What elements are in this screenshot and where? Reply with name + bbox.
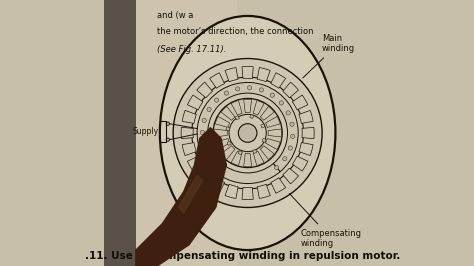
Text: Compensating
winding: Compensating winding (290, 194, 362, 248)
Wedge shape (292, 95, 308, 110)
Circle shape (236, 87, 240, 91)
Wedge shape (299, 143, 313, 156)
Wedge shape (292, 156, 308, 171)
Wedge shape (212, 161, 280, 184)
Wedge shape (302, 127, 314, 139)
Bar (226, 127, 230, 131)
Circle shape (279, 101, 283, 105)
Wedge shape (197, 168, 212, 184)
Circle shape (202, 142, 206, 146)
Bar (227, 141, 231, 146)
Wedge shape (268, 129, 282, 137)
Wedge shape (257, 184, 270, 198)
Wedge shape (225, 68, 238, 82)
Wedge shape (253, 101, 264, 115)
Wedge shape (265, 139, 280, 149)
Circle shape (286, 111, 290, 115)
Circle shape (202, 118, 206, 123)
Text: and (w a: and (w a (157, 11, 193, 20)
Bar (104, 0, 136, 266)
Circle shape (201, 130, 205, 135)
Bar (238, 151, 242, 155)
Wedge shape (215, 139, 230, 149)
Text: Supply: Supply (132, 127, 158, 136)
Circle shape (207, 107, 211, 111)
Circle shape (290, 122, 294, 126)
Wedge shape (210, 73, 225, 88)
Text: (See Fig. 17.11).: (See Fig. 17.11). (157, 45, 227, 54)
Circle shape (288, 146, 292, 150)
Circle shape (291, 134, 295, 138)
Bar (250, 114, 254, 119)
Wedge shape (283, 168, 299, 184)
Text: the motor’s direction, the connection: the motor’s direction, the connection (157, 27, 314, 36)
Ellipse shape (160, 16, 336, 250)
Polygon shape (136, 128, 227, 266)
Circle shape (238, 124, 257, 142)
Wedge shape (271, 73, 286, 88)
Wedge shape (181, 127, 193, 139)
Bar (262, 138, 266, 142)
Circle shape (274, 165, 279, 170)
Wedge shape (244, 153, 252, 167)
Wedge shape (197, 82, 298, 172)
Wedge shape (260, 106, 274, 120)
Bar (237, 0, 370, 266)
Wedge shape (265, 117, 280, 127)
Circle shape (192, 77, 303, 189)
Bar (261, 124, 265, 128)
Circle shape (270, 93, 274, 97)
Text: Main
winding: Main winding (303, 34, 355, 78)
Wedge shape (271, 178, 286, 193)
Circle shape (283, 157, 287, 161)
Circle shape (259, 88, 264, 92)
Wedge shape (197, 82, 212, 98)
Wedge shape (187, 156, 203, 171)
Circle shape (213, 98, 282, 168)
Bar (136, 0, 370, 266)
Circle shape (224, 91, 228, 95)
Wedge shape (242, 66, 253, 79)
Wedge shape (221, 146, 235, 160)
Wedge shape (231, 151, 242, 165)
Wedge shape (225, 184, 238, 198)
Circle shape (206, 153, 210, 157)
Wedge shape (187, 95, 203, 110)
Circle shape (214, 98, 219, 102)
Wedge shape (242, 187, 253, 200)
Wedge shape (210, 178, 225, 193)
Wedge shape (253, 151, 264, 165)
Wedge shape (231, 101, 242, 115)
Wedge shape (260, 146, 274, 160)
Polygon shape (179, 176, 202, 213)
Wedge shape (215, 117, 230, 127)
Circle shape (247, 86, 252, 90)
Wedge shape (182, 110, 196, 123)
Text: .11. Use of compensating winding in repulsion motor.: .11. Use of compensating winding in repu… (85, 251, 400, 261)
Wedge shape (221, 106, 235, 120)
Bar (235, 116, 239, 120)
Bar (253, 149, 257, 153)
Circle shape (229, 114, 266, 152)
Wedge shape (244, 99, 252, 113)
Circle shape (173, 59, 322, 207)
Wedge shape (214, 129, 228, 137)
Wedge shape (299, 110, 313, 123)
Wedge shape (182, 143, 196, 156)
Wedge shape (283, 82, 299, 98)
Wedge shape (257, 68, 270, 82)
